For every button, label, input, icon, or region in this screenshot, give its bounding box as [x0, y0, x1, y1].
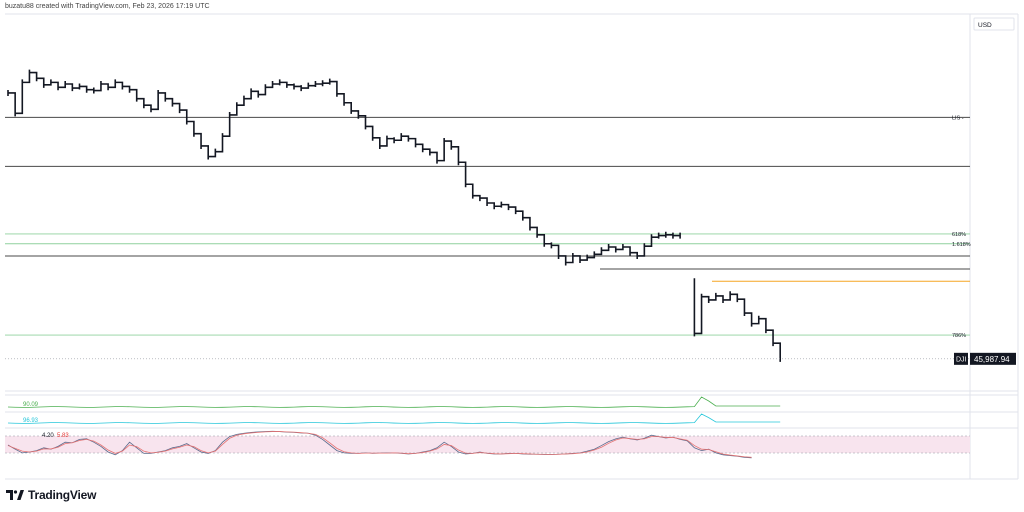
- tradingview-logo-icon: [6, 490, 24, 500]
- indicator-pane-2: 96.93: [7, 413, 781, 424]
- indicator-2-value: 96.93: [23, 418, 39, 424]
- currency-box[interactable]: USD: [973, 17, 1015, 31]
- level-labels: LIS - 618% 1.618% 786%: [952, 115, 971, 339]
- indicator-2-line: [7, 413, 781, 424]
- indicator-1-value: 90.09: [23, 402, 39, 408]
- indicator-1-line: [7, 396, 781, 408]
- price-line-1: [7, 69, 681, 266]
- pane-frames: [5, 13, 1019, 480]
- stochastic-pane: 4.20 5.83: [5, 430, 970, 459]
- price-series: [7, 69, 781, 362]
- last-price-label: 45,987.94: [974, 355, 1010, 364]
- stochastic-band: [5, 436, 970, 453]
- stochastic-k-value: 4.20: [42, 433, 54, 439]
- chart-caption: buzatu88 created with TradingView.com, F…: [5, 3, 210, 10]
- tradingview-logo[interactable]: TradingView: [6, 488, 96, 502]
- indicator-pane-1: 90.09: [7, 396, 781, 408]
- currency-label: USD: [978, 22, 992, 29]
- stochastic-d-value: 5.83: [57, 433, 69, 439]
- tradingview-brand: TradingView: [28, 488, 97, 502]
- stochastic-d-line: [7, 431, 752, 458]
- level-label: LIS -: [952, 115, 964, 121]
- level-label: 618%: [952, 232, 966, 238]
- last-price-tag: DJI 45,987.94: [954, 352, 1016, 365]
- level-label: 786%: [952, 333, 966, 339]
- level-lines: [5, 116, 970, 336]
- price-line-2: [693, 278, 781, 362]
- level-label: 1.618%: [952, 242, 971, 248]
- symbol-label: DJI: [956, 356, 967, 363]
